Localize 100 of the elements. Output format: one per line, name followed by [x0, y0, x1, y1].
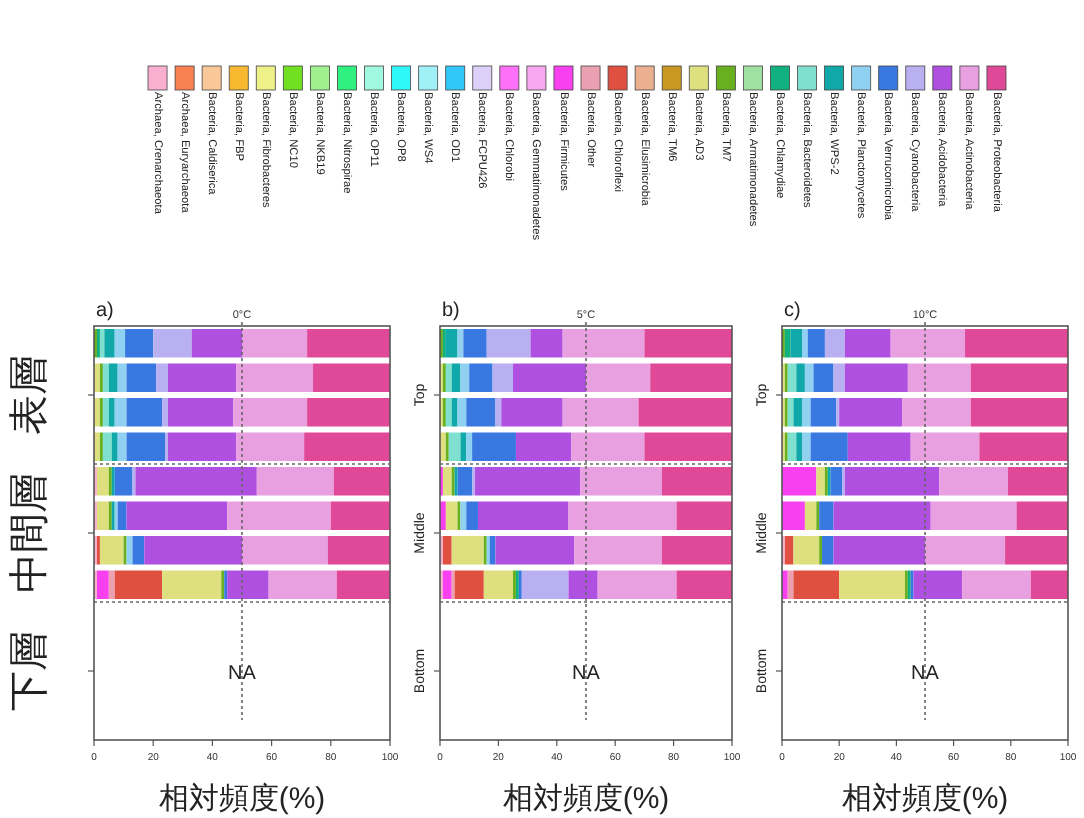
chart-title: b): [442, 300, 460, 322]
bar: [907, 363, 971, 392]
bar: [676, 501, 732, 530]
bar: [925, 536, 1006, 565]
bar: [108, 363, 118, 392]
bar: [135, 467, 257, 496]
bar: [104, 329, 115, 358]
bar: [242, 536, 328, 565]
bar: [236, 363, 314, 392]
bar: [126, 432, 166, 461]
bar: [96, 467, 109, 496]
bar: [574, 536, 662, 565]
bar: [571, 432, 645, 461]
bar: [227, 570, 269, 599]
bar: [793, 536, 820, 565]
x-axis-title: 相対頻度(%): [502, 782, 670, 816]
bar: [445, 398, 452, 427]
bar: [787, 432, 797, 461]
bar: [457, 398, 467, 427]
bar: [501, 398, 563, 427]
bar: [102, 363, 109, 392]
bar: [796, 363, 805, 392]
bar: [930, 501, 1017, 530]
bar: [513, 363, 586, 392]
annotation: NA: [911, 663, 940, 685]
bar: [168, 363, 237, 392]
bar: [448, 432, 461, 461]
bar: [644, 329, 732, 358]
bar: [661, 536, 732, 565]
bar: [114, 329, 126, 358]
bar: [782, 501, 805, 530]
bar: [475, 467, 581, 496]
bar: [442, 570, 452, 599]
bar: [495, 536, 575, 565]
bar: [117, 363, 127, 392]
bar: [939, 467, 1008, 496]
bar: [333, 467, 390, 496]
bar: [117, 501, 127, 530]
bar: [638, 398, 732, 427]
bar: [962, 570, 1031, 599]
bar: [162, 398, 168, 427]
bar: [839, 398, 903, 427]
bar: [833, 501, 931, 530]
bar: [802, 398, 811, 427]
bar: [469, 363, 493, 392]
bar: [824, 329, 845, 358]
bar: [787, 363, 797, 392]
bar: [256, 467, 334, 496]
bar: [844, 467, 940, 496]
bar: [466, 432, 473, 461]
bar: [562, 398, 639, 427]
bar: [568, 570, 598, 599]
bar: [1016, 501, 1068, 530]
bar: [676, 570, 732, 599]
bar: [114, 467, 133, 496]
bar: [979, 432, 1068, 461]
bar: [784, 536, 794, 565]
bar: [126, 501, 228, 530]
bar: [307, 398, 390, 427]
bar: [804, 363, 814, 392]
bar: [117, 432, 127, 461]
bar: [460, 363, 470, 392]
bar: [1007, 467, 1068, 496]
bar: [236, 432, 305, 461]
bar: [782, 467, 817, 496]
bar: [96, 570, 109, 599]
bar: [96, 501, 109, 530]
bar: [313, 363, 390, 392]
bar: [910, 432, 980, 461]
bar: [451, 398, 458, 427]
bar: [661, 467, 732, 496]
bar: [156, 363, 168, 392]
bar: [816, 467, 825, 496]
bar: [492, 363, 513, 392]
bar: [822, 536, 834, 565]
bar: [562, 329, 645, 358]
bar: [454, 570, 484, 599]
bar: [102, 398, 109, 427]
bar: [466, 501, 478, 530]
bar: [445, 501, 458, 530]
bar: [839, 570, 905, 599]
bar: [810, 432, 848, 461]
bar: [521, 570, 569, 599]
bar: [790, 329, 803, 358]
bar: [191, 329, 242, 358]
bar: [451, 536, 484, 565]
bar: [530, 329, 563, 358]
annotation: NA: [228, 663, 257, 685]
bar: [108, 398, 115, 427]
bar: [442, 467, 452, 496]
bar: [650, 363, 732, 392]
bar: [233, 398, 308, 427]
bar: [810, 398, 837, 427]
chart-title: c): [784, 300, 801, 322]
bar: [970, 363, 1068, 392]
bar: [486, 329, 531, 358]
text: 表層: [8, 355, 52, 435]
bar: [784, 329, 791, 358]
bar: [268, 570, 337, 599]
bar: [580, 467, 662, 496]
